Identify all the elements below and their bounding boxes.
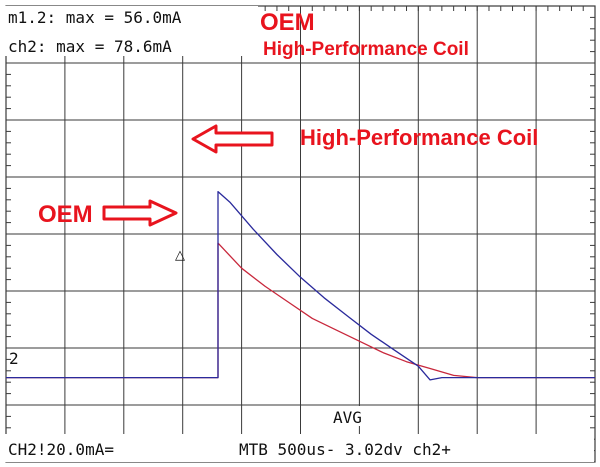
series-line-hp <box>6 190 595 381</box>
timebase-readout: MTB 500us- 3.02dv ch2+ <box>239 440 451 459</box>
status-mask <box>4 434 594 462</box>
trigger-marker-icon: △ <box>175 248 185 263</box>
annotation-high-performance-coil: High-Performance Coil <box>300 125 538 150</box>
avg-mask <box>330 406 386 426</box>
arrow-left-icon <box>191 124 274 154</box>
channel-scale: CH2!20.0mA= <box>8 440 114 459</box>
annotation-oem: OEM <box>38 201 93 228</box>
traces <box>6 190 595 381</box>
readout-mask <box>4 6 258 56</box>
measurement-readout-1: m1.2: max = 56.0mA <box>8 8 182 27</box>
ground-marker: 2 <box>9 349 19 368</box>
legend-high-performance-coil: High-Performance Coil <box>263 39 469 60</box>
arrow-to-hp-peak <box>191 124 274 154</box>
series-line-oem <box>6 242 595 379</box>
grid <box>5 5 596 463</box>
legend-oem: OEM <box>260 9 315 36</box>
arrow-right-icon <box>102 199 178 227</box>
arrow-to-oem-peak <box>102 199 178 227</box>
acquisition-mode: AVG <box>333 408 362 427</box>
measurement-readout-2: ch2: max = 78.6mA <box>8 37 172 56</box>
